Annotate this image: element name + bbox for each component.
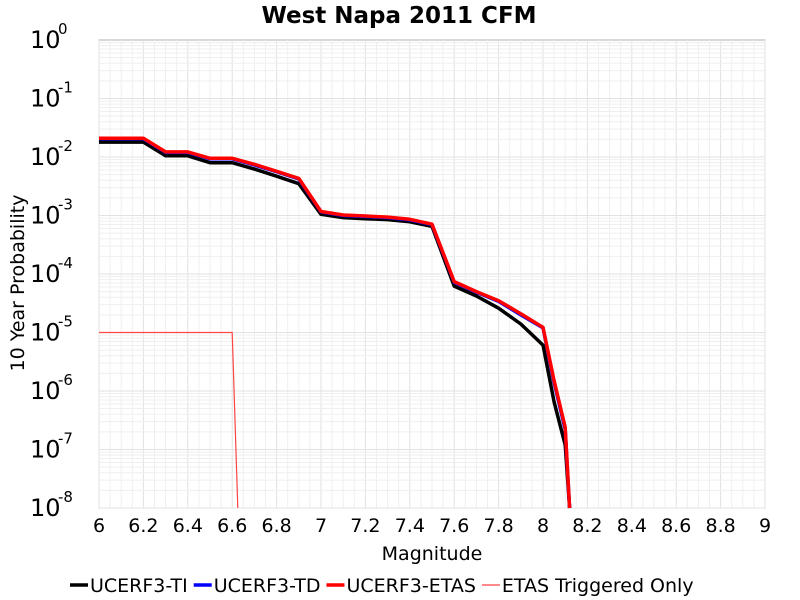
y-tick-exponent: -3 — [58, 196, 73, 214]
x-tick-label: 9 — [759, 515, 771, 537]
y-tick-base: 10 — [30, 377, 61, 405]
y-tick-base: 10 — [30, 494, 61, 522]
chart-title: West Napa 2011 CFM — [261, 3, 536, 29]
y-tick-label: 10-1 — [30, 79, 73, 113]
x-tick-label: 7 — [315, 515, 327, 537]
y-axis-label: 10 Year Probability — [7, 195, 29, 372]
x-tick-label: 8.2 — [572, 515, 602, 537]
y-tick-base: 10 — [30, 143, 61, 171]
y-tick-base: 10 — [30, 202, 61, 230]
x-tick-labels: 6 6.2 6.4 6.6 6.8 7 7.2 7.4 7.6 7.8 8 8.2 8.4 8.6 8.8 9 — [93, 515, 771, 537]
x-tick-label: 8.6 — [661, 515, 691, 537]
x-tick-label: 6 — [93, 515, 105, 537]
x-tick-label: 7.6 — [439, 515, 469, 537]
legend-item: UCERF3-TD — [193, 575, 321, 597]
y-tick-base: 10 — [30, 260, 61, 288]
y-tick-base: 10 — [30, 26, 61, 54]
x-tick-label: 7.8 — [483, 515, 513, 537]
y-tick-exponent: -4 — [58, 254, 73, 272]
y-tick-exponent: -2 — [58, 137, 73, 155]
y-tick-exponent: -8 — [58, 488, 73, 506]
x-tick-label: 6.4 — [173, 515, 203, 537]
y-tick-label: 10-3 — [30, 196, 73, 230]
y-tick-base: 10 — [30, 85, 61, 113]
y-tick-exponent: 0 — [58, 20, 68, 38]
x-tick-label: 7.2 — [350, 515, 380, 537]
legend-label: UCERF3-ETAS — [346, 575, 475, 597]
x-tick-label: 7.4 — [395, 515, 425, 537]
y-tick-base: 10 — [30, 436, 61, 464]
legend-label: UCERF3-TD — [214, 575, 321, 597]
y-tick-exponent: -5 — [58, 313, 73, 331]
x-tick-label: 6.8 — [261, 515, 291, 537]
legend-item: UCERF3-TI — [70, 575, 188, 597]
grid-lines — [98, 40, 766, 509]
x-axis-label: Magnitude — [382, 543, 483, 565]
series-layer — [99, 136, 572, 509]
x-tick-label: 8 — [537, 515, 549, 537]
legend-label: ETAS Triggered Only — [502, 575, 694, 597]
y-tick-label: 10-2 — [30, 137, 73, 171]
y-tick-base: 10 — [30, 319, 61, 347]
y-tick-label: 10-8 — [30, 488, 73, 522]
x-tick-label: 8.8 — [705, 515, 735, 537]
legend-label: UCERF3-TI — [90, 575, 188, 597]
y-tick-exponent: -1 — [58, 79, 73, 97]
y-tick-label: 10-6 — [30, 371, 73, 405]
x-tick-label: 8.4 — [617, 515, 647, 537]
legend-item: UCERF3-ETAS — [326, 575, 476, 597]
y-tick-exponent: -7 — [58, 430, 73, 448]
y-tick-label: 10-5 — [30, 313, 73, 347]
y-tick-label: 100 — [30, 20, 68, 54]
series-line-etas-triggered-only — [99, 331, 239, 509]
y-tick-label: 10-4 — [30, 254, 73, 288]
y-tick-label: 10-7 — [30, 430, 73, 464]
x-tick-label: 6.6 — [217, 515, 247, 537]
series-line-ucerf3-etas — [99, 136, 572, 509]
legend-item: ETAS Triggered Only — [481, 575, 694, 597]
legend: UCERF3-TI UCERF3-TD UCERF3-ETAS ETAS Trigge… — [70, 575, 694, 597]
y-tick-exponent: -6 — [58, 371, 73, 389]
series-line-ucerf3-ti — [99, 140, 572, 509]
x-tick-label: 6.2 — [128, 515, 158, 537]
